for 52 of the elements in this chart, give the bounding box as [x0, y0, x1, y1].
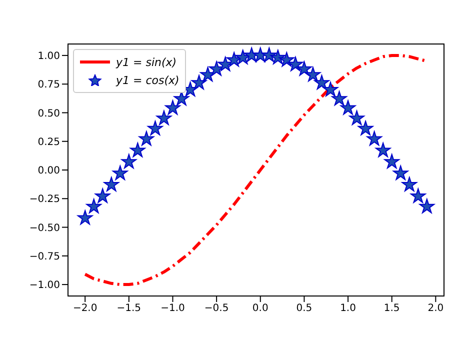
x-tick-label: 2.0 — [428, 303, 444, 314]
point — [278, 52, 294, 67]
point — [148, 120, 163, 136]
point — [322, 82, 338, 96]
point — [121, 154, 137, 169]
point — [410, 188, 426, 203]
x-tick-label: 0.0 — [252, 303, 268, 314]
point — [332, 90, 347, 106]
point — [392, 165, 408, 180]
point — [358, 120, 374, 136]
point — [340, 100, 356, 115]
point — [270, 50, 286, 64]
point — [314, 74, 330, 90]
point — [296, 61, 312, 76]
point — [191, 74, 207, 90]
y-tick-label: −0.75 — [29, 251, 60, 262]
y-tick-label: 0.00 — [38, 166, 60, 177]
point — [261, 47, 277, 62]
legend-label: y1 = cos(x) — [116, 74, 180, 86]
point — [384, 154, 400, 169]
y-tick-label: 1.00 — [38, 51, 60, 62]
y-tick-label: −1.00 — [29, 280, 60, 292]
point — [112, 165, 128, 180]
point — [288, 56, 304, 72]
x-tick-label: 1.5 — [384, 303, 400, 314]
y-tick-label: 0.25 — [38, 136, 60, 148]
point — [130, 142, 146, 158]
point — [200, 66, 216, 82]
point — [375, 142, 391, 158]
y-tick-label: 0.75 — [38, 80, 60, 91]
point — [402, 176, 418, 192]
point — [86, 198, 102, 214]
point — [305, 66, 321, 82]
point — [366, 131, 382, 146]
y-tick-label: 0.50 — [38, 108, 60, 120]
legend-label: y1 = sin(x) — [116, 56, 177, 68]
point — [156, 110, 172, 126]
point — [419, 198, 435, 214]
point — [138, 131, 154, 146]
x-tick-label: −2.0 — [72, 303, 98, 314]
x-tick-label: 0.5 — [296, 303, 312, 314]
point — [94, 188, 110, 203]
y-tick-label: −0.25 — [29, 194, 60, 206]
point — [77, 210, 93, 225]
x-tick-label: −1.0 — [160, 303, 185, 314]
point — [349, 110, 364, 126]
x-tick-label: 1.0 — [340, 303, 356, 314]
y-tick-label: −0.50 — [29, 222, 60, 234]
point — [165, 100, 180, 115]
point — [104, 176, 120, 192]
x-tick-label: −1.5 — [116, 303, 142, 314]
x-tick-label: −0.5 — [204, 303, 229, 314]
